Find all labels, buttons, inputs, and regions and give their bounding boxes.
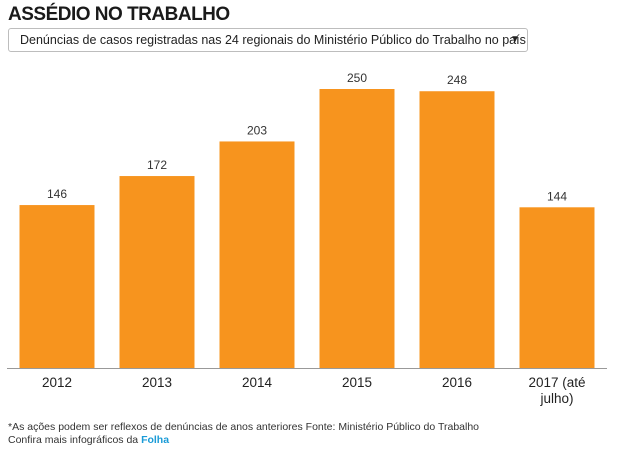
data-label-3: 250	[347, 71, 367, 85]
data-label-2: 203	[247, 123, 267, 137]
more-infographics: Confira mais infográficos da Folha	[8, 434, 169, 446]
x-tick-label-0: 2012	[42, 375, 72, 390]
caret-down-icon: ▼	[510, 34, 520, 45]
bar-2	[219, 141, 295, 368]
more-infographics-text: Confira mais infográficos da	[8, 434, 142, 446]
x-tick-label-3: 2015	[342, 375, 372, 390]
footnote: *As ações podem ser reflexos de denúncia…	[8, 421, 480, 433]
bar-4	[419, 91, 495, 368]
bar-chart: 146 2012 172 2013 203 2014 250 2015 248 2016 144 20…	[7, 71, 607, 406]
data-label-5: 144	[547, 189, 567, 203]
data-label-1: 172	[147, 158, 167, 172]
x-tick-label-5: 2017 (até julho)	[528, 375, 585, 406]
chart-title: ASSÉDIO NO TRABALHO	[8, 4, 230, 25]
x-tick-label-4: 2016	[442, 375, 472, 390]
folha-link[interactable]: Folha	[141, 434, 170, 446]
bar-5	[519, 207, 595, 368]
indicator-select[interactable]: Denúncias de casos registradas nas 24 re…	[8, 28, 528, 52]
data-label-0: 146	[47, 187, 67, 201]
bar-3	[319, 89, 395, 368]
x-tick-label-2: 2014	[242, 375, 273, 390]
bar-1	[119, 176, 195, 368]
indicator-select-value: Denúncias de casos registradas nas 24 re…	[20, 33, 526, 47]
data-label-4: 248	[447, 73, 467, 87]
x-tick-label-1: 2013	[142, 375, 172, 390]
bar-0	[19, 205, 95, 368]
